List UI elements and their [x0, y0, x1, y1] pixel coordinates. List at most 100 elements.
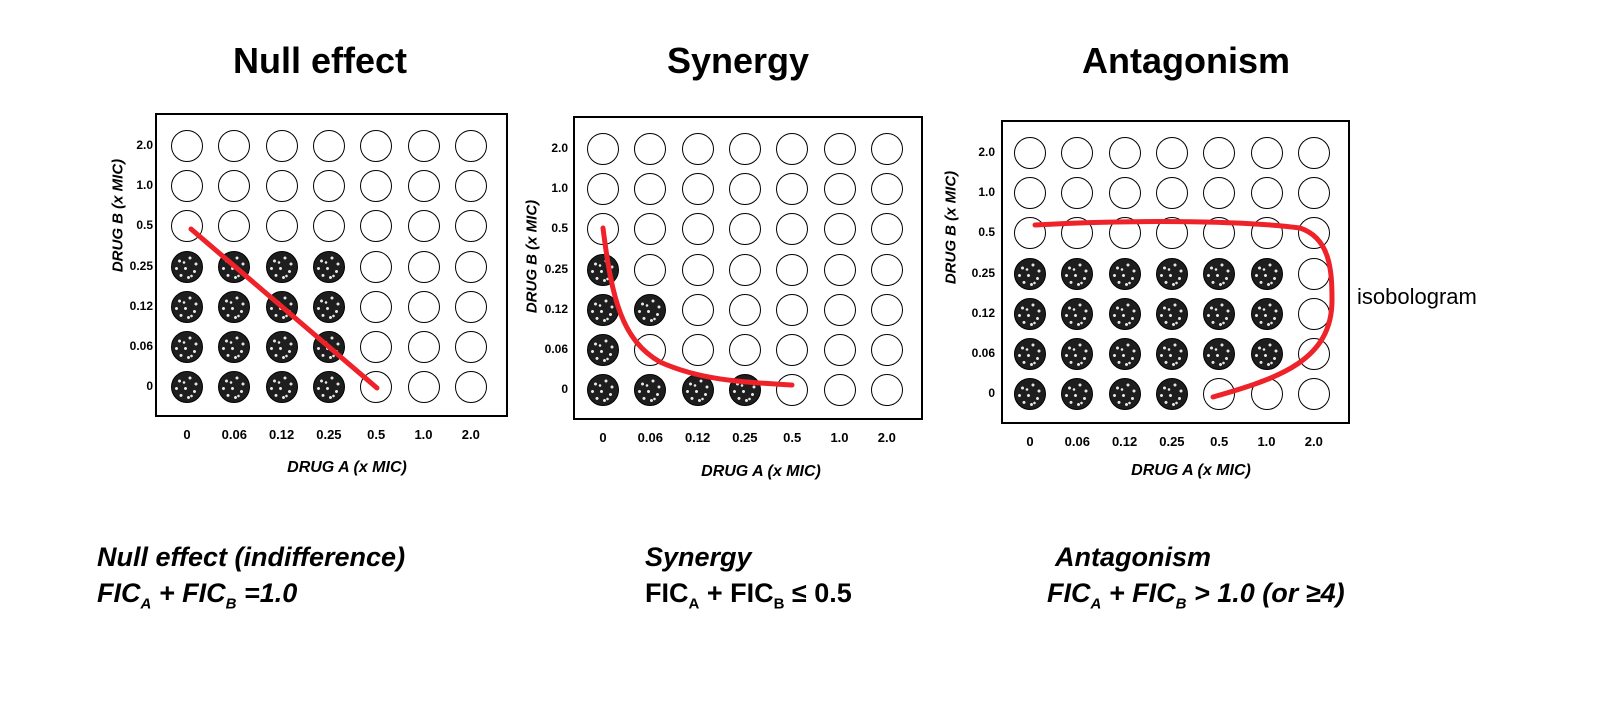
well-no-growth: [407, 170, 440, 203]
well-growth: [1203, 297, 1236, 330]
well-no-growth: [1014, 177, 1046, 210]
y-axis-label-synergy: DRUG B (x MIC): [523, 199, 541, 314]
well-no-growth: [454, 210, 487, 243]
isobologram-label: isobologram: [1357, 284, 1477, 309]
well-growth: [265, 290, 298, 323]
well-no-growth: [454, 331, 487, 363]
well-growth: [218, 250, 251, 283]
well-growth: [587, 374, 619, 407]
well-no-growth: [823, 213, 856, 246]
well-growth: [1155, 297, 1188, 330]
well-no-growth: [823, 374, 856, 407]
well-no-growth: [587, 173, 619, 206]
well-no-growth: [1108, 217, 1141, 250]
well-no-growth: [681, 213, 714, 246]
well-no-growth: [1297, 217, 1330, 250]
well-no-growth: [360, 331, 393, 363]
well-no-growth: [454, 371, 487, 404]
well-no-growth: [407, 130, 440, 162]
well-growth: [171, 371, 203, 404]
y-tick-label: 1.0: [551, 181, 568, 196]
well-no-growth: [870, 334, 903, 366]
well-no-growth: [634, 253, 667, 286]
well-growth: [1203, 257, 1236, 290]
well-no-growth: [1250, 177, 1283, 210]
x-tick-label: 0.5: [367, 427, 386, 442]
well-no-growth: [1297, 177, 1330, 210]
well-no-growth: [1061, 177, 1094, 210]
well-growth: [1108, 297, 1141, 330]
well-no-growth: [728, 293, 761, 326]
x-tick-label: 0.12: [684, 430, 711, 445]
well-no-growth: [870, 293, 903, 326]
y-tick-label: 0.12: [544, 301, 568, 316]
x-tick-label: 0.25: [316, 427, 342, 442]
y-tick-label: 0: [988, 386, 995, 401]
well-growth: [1014, 297, 1046, 330]
well-growth: [1108, 338, 1141, 370]
well-growth: [1061, 257, 1094, 290]
y-tick-label: 2.0: [551, 141, 568, 155]
well-no-growth: [218, 130, 251, 162]
well-growth: [1014, 257, 1046, 290]
well-no-growth: [407, 250, 440, 283]
y-tick-label: 0.06: [544, 342, 568, 356]
panel-title-null: Null effect: [232, 40, 408, 81]
x-tick-label: 0.12: [1111, 434, 1138, 449]
caption-antagonism-formula: FICA + FICB > 1.0 (or ≥4): [1047, 578, 1345, 613]
well-no-growth: [728, 334, 761, 366]
caption-null-formula: FICA + FICB =1.0: [97, 578, 298, 613]
x-tick-label: 0: [1026, 434, 1034, 449]
well-no-growth: [171, 170, 203, 203]
x-tick-label: 0.25: [1159, 434, 1185, 449]
well-growth: [1250, 338, 1283, 370]
caption-null-name: Null effect (indifference): [97, 542, 406, 572]
well-no-growth: [681, 173, 714, 206]
well-growth: [1250, 257, 1283, 290]
y-tick-label: 2.0: [136, 138, 153, 152]
well-no-growth: [776, 253, 809, 286]
y-tick-label: 0.12: [129, 298, 153, 313]
well-growth: [218, 290, 251, 323]
well-no-growth: [454, 290, 487, 323]
well-growth: [1014, 338, 1046, 370]
well-no-growth: [1203, 177, 1236, 210]
well-no-growth: [1297, 297, 1330, 330]
x-tick-label: 0.25: [732, 430, 758, 445]
well-no-growth: [1108, 177, 1141, 210]
panel-title-synergy: Synergy: [666, 40, 810, 81]
well-no-growth: [360, 290, 393, 323]
x-tick-label: 0.12: [268, 427, 295, 442]
well-no-growth: [360, 170, 393, 203]
well-no-growth: [587, 133, 619, 165]
x-axis-label-antagonism: DRUG A (x MIC): [1131, 462, 1251, 479]
well-no-growth: [265, 130, 298, 162]
well-no-growth: [1297, 137, 1330, 169]
well-no-growth: [776, 293, 809, 326]
well-no-growth: [1297, 257, 1330, 290]
well-no-growth: [823, 173, 856, 206]
well-no-growth: [265, 170, 298, 203]
well-no-growth: [1250, 137, 1283, 169]
y-tick-label: 0: [561, 382, 568, 397]
y-tick-label: 2.0: [978, 145, 995, 159]
well-growth: [1203, 338, 1236, 370]
well-growth: [265, 371, 298, 404]
well-no-growth: [1203, 137, 1236, 169]
well-no-growth: [728, 253, 761, 286]
well-growth: [171, 290, 203, 323]
well-growth: [312, 371, 345, 404]
x-tick-label: 0.06: [221, 427, 247, 442]
well-no-growth: [870, 253, 903, 286]
well-no-growth: [728, 173, 761, 206]
panel-title-antagonism: Antagonism: [1081, 40, 1290, 81]
y-tick-label: 0.25: [129, 258, 153, 273]
y-tick-label: 1.0: [978, 185, 995, 200]
y-tick-label: 0.12: [971, 305, 995, 320]
well-no-growth: [312, 130, 345, 162]
x-tick-label: 1.0: [830, 430, 849, 445]
well-no-growth: [454, 250, 487, 283]
well-no-growth: [1155, 137, 1188, 169]
caption-synergy-formula: FICA + FICB ≤ 0.5: [645, 578, 852, 613]
well-no-growth: [1250, 378, 1283, 411]
